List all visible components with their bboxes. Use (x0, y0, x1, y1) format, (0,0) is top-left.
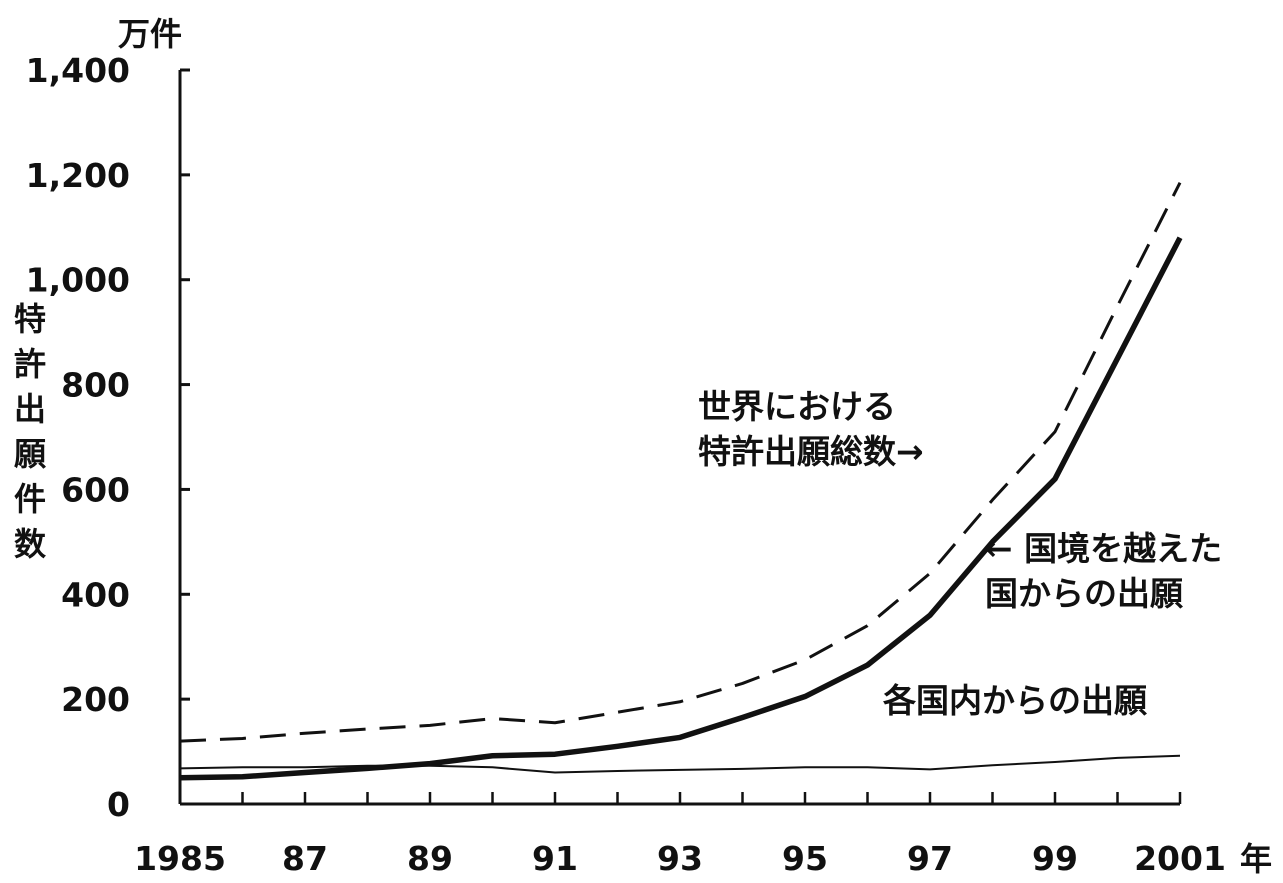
series-line-dashed (179, 182, 1182, 743)
series-layer (179, 182, 1183, 781)
axes (178, 68, 1182, 806)
x-tick-label: 91 (532, 839, 578, 878)
y-tick-label: 200 (61, 680, 130, 719)
y-tick-label: 1,400 (26, 51, 130, 90)
y-unit-label: 万件 (118, 15, 182, 53)
y-tick-label: 1,200 (26, 156, 130, 195)
x-tick-label: 95 (782, 839, 828, 878)
y-tick-label: 0 (107, 785, 130, 824)
x-tick-label: 89 (407, 839, 453, 878)
annotation-cross-border-line1: ← 国境を越えた (985, 529, 1222, 568)
x-tick-label: 2001 (1134, 839, 1226, 878)
y-tick-label: 400 (61, 575, 130, 614)
x-tick-label: 87 (282, 839, 328, 878)
y-tick-label: 600 (61, 470, 130, 509)
y-tick-label: 1,000 (26, 261, 130, 300)
x-unit-label: 年 (1240, 840, 1272, 878)
series-line-thin (179, 754, 1181, 774)
x-tick-label: 93 (657, 839, 703, 878)
y-axis-label: 特許出願件数 (14, 300, 47, 563)
annotation-total-line1: 世界における (698, 387, 896, 426)
annotation-domestic-line1: 各国内からの出願 (882, 681, 1147, 720)
y-tick-label: 800 (61, 366, 130, 405)
annotation-total-line2: 特許出願総数→ (698, 432, 924, 471)
annotation-cross-border-line2: 国からの出願 (985, 574, 1183, 613)
x-tick-label: 97 (907, 839, 953, 878)
series-line-thick (179, 236, 1183, 781)
x-tick-label: 1985 (134, 839, 226, 878)
labels: 0 200 400 600 800 1,000 1,200 1,400 1985 87 89 91 93… (14, 15, 1272, 878)
x-tick-label: 99 (1032, 839, 1078, 878)
